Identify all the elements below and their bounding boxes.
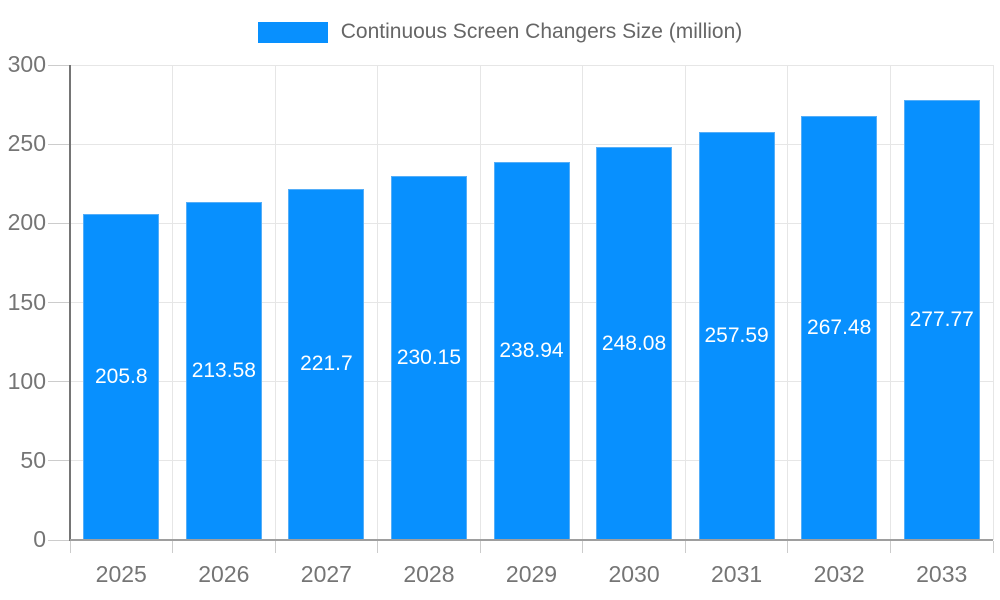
bar-value-label: 230.15: [396, 345, 462, 369]
bar-value-label: 205.8: [94, 365, 148, 389]
bar: [801, 116, 878, 540]
y-axis-line: [69, 65, 71, 541]
x-axis-tick-label: 2032: [813, 561, 865, 587]
legend: Continuous Screen Changers Size (million…: [0, 20, 1000, 44]
x-axis-tick: [992, 541, 994, 553]
y-axis-tick: [48, 143, 70, 145]
bar: [596, 147, 673, 540]
bar-value-label: 213.58: [191, 358, 256, 382]
x-axis-tick: [274, 541, 276, 553]
x-gridline: [889, 65, 891, 540]
y-axis-tick: [48, 302, 70, 303]
x-axis-tick-label: 2033: [916, 561, 968, 587]
bar: [493, 161, 570, 540]
x-axis-tick-label: 2030: [608, 561, 660, 587]
x-axis-tick-label: 2027: [300, 561, 352, 587]
bar-value-label: 248.08: [601, 331, 667, 355]
bar-value-label: 257.59: [704, 324, 769, 348]
y-axis-tick-label: 0: [33, 526, 46, 552]
x-axis-tick: [69, 541, 71, 553]
x-gridline: [684, 65, 686, 540]
y-axis-tick-label: 250: [7, 130, 46, 157]
x-axis-tick: [172, 541, 174, 553]
y-axis-tick-label: 200: [7, 209, 46, 236]
x-axis-tick: [479, 541, 481, 553]
x-gridline: [992, 65, 994, 540]
bar-value-label: 267.48: [807, 316, 872, 340]
legend-label: Continuous Screen Changers Size (million…: [340, 20, 743, 43]
y-axis-tick: [48, 460, 70, 462]
y-axis-tick: [48, 381, 70, 383]
bar: [698, 132, 775, 540]
x-axis-tick-label: 2028: [403, 561, 455, 587]
y-axis-tick-label: 150: [7, 288, 46, 315]
x-axis-tick-label: 2031: [711, 561, 763, 587]
bar: [185, 201, 262, 540]
x-gridline: [582, 65, 584, 540]
y-axis-tick: [48, 539, 70, 541]
y-axis-tick: [48, 64, 70, 66]
x-gridline: [274, 65, 276, 540]
bar: [83, 214, 160, 540]
x-axis-tick-label: 2029: [505, 561, 558, 587]
legend-swatch: [257, 21, 328, 43]
bar-value-label: 238.94: [499, 338, 564, 362]
x-axis-tick: [684, 541, 686, 553]
bar: [288, 188, 365, 540]
x-gridline: [172, 65, 174, 540]
y-axis-tick-label: 300: [7, 51, 46, 77]
bar: [903, 100, 980, 540]
x-axis-baseline: [70, 539, 993, 541]
x-gridline: [479, 65, 481, 540]
x-gridline: [787, 65, 789, 540]
x-axis-tick-label: 2025: [95, 561, 147, 587]
x-axis-tick: [889, 541, 891, 553]
y-axis-tick: [48, 222, 70, 224]
x-axis-tick: [377, 541, 379, 553]
x-gridline: [377, 65, 379, 540]
x-axis-tick: [582, 541, 584, 553]
y-axis-tick-label: 50: [20, 446, 46, 473]
y-gridline: [70, 64, 993, 66]
y-gridline: [70, 143, 993, 145]
x-axis-tick-label: 2026: [198, 561, 250, 587]
x-axis-tick: [787, 541, 789, 553]
bar-value-label: 221.7: [300, 352, 353, 376]
y-axis-tick-label: 100: [7, 367, 46, 394]
bar-value-label: 277.77: [909, 308, 974, 332]
